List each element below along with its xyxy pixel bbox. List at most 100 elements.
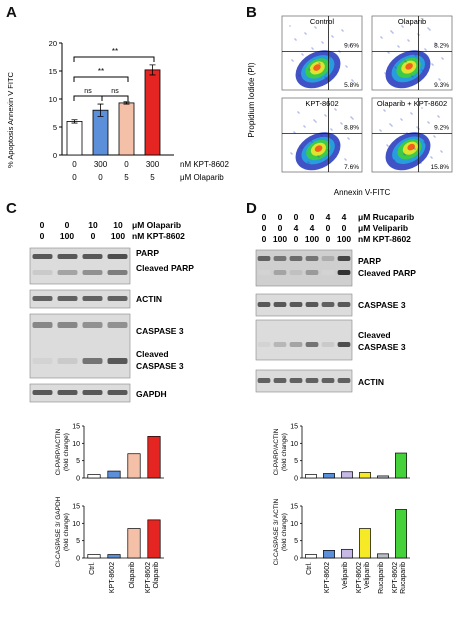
flow-density-layer — [314, 145, 323, 152]
flow-dot — [349, 45, 351, 47]
flow-dot — [431, 63, 433, 65]
blot-band — [321, 270, 335, 275]
panel-c-treatment-label: nM KPT-8602 — [132, 231, 185, 241]
flow-dot — [336, 72, 338, 74]
panel-d-treatment-value: 100 — [305, 234, 319, 244]
c-quant-xlabel: KPT-8602 — [109, 562, 116, 593]
flow-dot — [340, 122, 342, 124]
c-quant-top-ylabel: (fold change) — [63, 433, 70, 471]
c-quant-top-bar — [147, 436, 161, 479]
flow-dot — [404, 154, 406, 156]
blot-membrane — [255, 369, 353, 393]
panel-a-ytick-label: 10 — [49, 95, 57, 104]
d-quant-bottom-bar — [341, 548, 353, 559]
flow-dot — [304, 126, 306, 128]
blot-band — [321, 378, 335, 383]
c-quant-bottom-ylabel: Cl-CASPASE 3/ GAPDH — [55, 496, 62, 567]
flow-dot — [405, 61, 407, 63]
flow-dot — [393, 159, 395, 161]
panel-a-ytick-label: 20 — [49, 39, 57, 48]
flow-plot: Control 9.6% 5.8% — [281, 15, 363, 91]
panel-a-row1-value: 300 — [146, 160, 160, 169]
blot-band — [82, 322, 103, 328]
panel-letter-a: A — [6, 4, 17, 21]
blot-band — [57, 254, 78, 259]
flow-dot — [342, 30, 344, 32]
panel-c-treatment-value: 10 — [88, 220, 98, 230]
flow-dot — [315, 27, 317, 29]
panel-d-treatment-label: μM Rucaparib — [358, 212, 414, 222]
c-quant-xlabel: Olaparib — [129, 562, 136, 589]
panel-a-errorbar — [97, 103, 104, 117]
flow-dot — [330, 128, 332, 130]
c-quant-top-ytick-label: 10 — [72, 441, 80, 448]
flow-dot — [423, 141, 425, 143]
flow-dot — [331, 129, 333, 131]
blot-band — [107, 322, 128, 328]
panel-c-blot-label: Cleaved — [136, 349, 169, 359]
flow-dot — [433, 135, 435, 137]
flow-dot — [313, 119, 315, 121]
blot-band — [305, 342, 319, 347]
panel-d-treatment-value: 4 — [342, 212, 347, 222]
panel-a-chart: % Apoptosis Annexin V FITC 0 5 10 15 20 ** *… — [6, 39, 229, 182]
blot-band — [57, 296, 78, 301]
flow-dot — [335, 71, 337, 73]
flow-dot — [391, 125, 393, 127]
flow-dot — [384, 110, 386, 112]
blot-band — [32, 296, 53, 301]
c-quant-bottom-bar — [107, 554, 121, 559]
panel-d-treatment-value: 0 — [294, 234, 299, 244]
d-quant-bottom-bar — [395, 509, 407, 559]
blot-membrane — [29, 289, 131, 309]
flow-density-layer — [407, 143, 415, 151]
c-quant-top-bar — [107, 470, 121, 479]
c-quant-bottom-bar — [147, 519, 161, 559]
flow-dot — [321, 135, 323, 137]
flow-dot — [415, 55, 417, 57]
d-quant-top-ytick-label: 0 — [294, 476, 298, 483]
blot-band — [337, 342, 351, 347]
panel-a-row1-value: 0 — [72, 160, 77, 169]
flow-dot — [421, 69, 423, 71]
blot-band — [289, 378, 303, 383]
c-quant-bottom-ytick-label: 0 — [76, 556, 80, 563]
sig-ctrl-kpt: ns — [84, 88, 92, 95]
blot-parp-c — [29, 247, 131, 285]
panel-a-ytick-label: 5 — [53, 123, 57, 132]
flow-dot — [390, 124, 392, 126]
flow-dot — [311, 47, 313, 49]
flow-dot — [401, 119, 403, 121]
panel-d-treatment-value: 0 — [278, 223, 283, 233]
c-quant-bottom-bar — [87, 554, 101, 559]
flow-dot — [325, 77, 327, 79]
panel-d-treatment-value: 4 — [294, 223, 299, 233]
flow-dot — [311, 141, 313, 143]
panel-d-treatment-value: 0 — [262, 234, 267, 244]
blot-caspase3-d — [255, 293, 353, 317]
flow-dot — [437, 115, 439, 117]
d-quant-xlabel: Rucaparib — [400, 562, 407, 594]
panel-d-treatment-value: 100 — [273, 234, 287, 244]
c-quant-bottom-ylabel: (fold change) — [63, 513, 70, 551]
blot-actin-c — [29, 289, 131, 309]
blot-band — [305, 302, 319, 307]
c-quant-top-ytick-label: 0 — [76, 476, 80, 483]
flow-dot — [435, 43, 437, 45]
blot-band — [321, 302, 335, 307]
flow-dot — [294, 38, 296, 40]
panel-a-row2-value: 5 — [150, 173, 155, 182]
blot-band — [57, 270, 78, 275]
blot-band — [257, 342, 271, 347]
panel-d-treatment-value: 0 — [310, 212, 315, 222]
flow-dot — [292, 60, 294, 62]
c-quant-bottom-ytick-label: 10 — [72, 521, 80, 528]
flow-dot — [305, 33, 307, 35]
blot-band — [337, 256, 351, 261]
flow-dot — [440, 150, 442, 152]
flow-dot — [421, 107, 423, 109]
panel-d-treatment-value: 4 — [326, 212, 331, 222]
blot-band — [289, 302, 303, 307]
